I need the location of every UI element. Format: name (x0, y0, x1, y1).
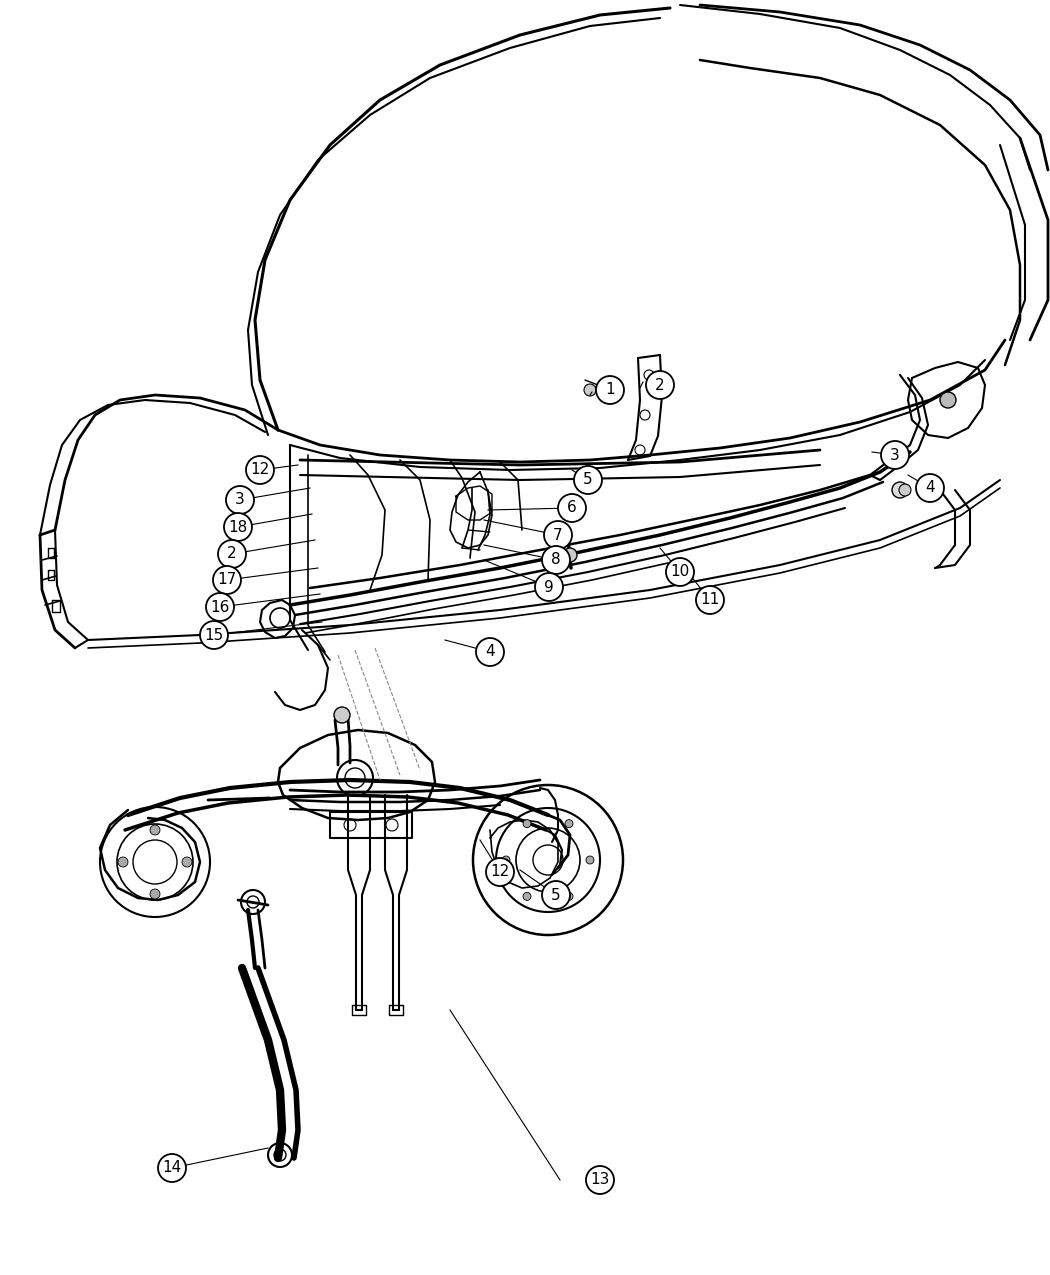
Text: 12: 12 (250, 463, 270, 478)
Circle shape (334, 708, 350, 723)
Text: 16: 16 (210, 599, 230, 615)
Text: 11: 11 (700, 593, 719, 607)
Text: 6: 6 (567, 501, 576, 515)
Text: 4: 4 (485, 644, 495, 659)
Text: 2: 2 (227, 547, 237, 561)
Text: 17: 17 (217, 572, 236, 588)
Circle shape (646, 371, 674, 399)
Circle shape (586, 856, 594, 864)
Circle shape (544, 521, 572, 550)
Circle shape (200, 621, 228, 649)
Circle shape (899, 484, 911, 496)
Circle shape (584, 384, 596, 397)
Circle shape (206, 593, 234, 621)
Circle shape (486, 858, 514, 886)
Text: 2: 2 (655, 377, 665, 393)
Text: 3: 3 (890, 448, 900, 463)
Text: 9: 9 (544, 580, 554, 594)
Circle shape (476, 638, 504, 666)
Text: 8: 8 (551, 552, 561, 567)
Text: 5: 5 (583, 473, 593, 487)
Text: 10: 10 (670, 565, 690, 580)
Circle shape (892, 482, 908, 499)
Circle shape (565, 820, 573, 827)
Text: 3: 3 (235, 492, 245, 507)
Circle shape (558, 493, 586, 521)
Circle shape (523, 892, 531, 900)
Circle shape (916, 474, 944, 502)
Circle shape (542, 881, 570, 909)
Circle shape (666, 558, 694, 587)
Circle shape (224, 513, 252, 541)
Circle shape (536, 572, 563, 601)
Circle shape (563, 548, 578, 562)
Circle shape (940, 391, 956, 408)
Text: 7: 7 (553, 528, 563, 542)
Circle shape (246, 456, 274, 484)
Circle shape (226, 486, 254, 514)
Text: 5: 5 (551, 887, 561, 903)
Text: 15: 15 (205, 627, 224, 643)
Circle shape (696, 586, 724, 615)
Text: 1: 1 (605, 382, 615, 398)
Text: 18: 18 (229, 519, 248, 534)
Circle shape (118, 857, 128, 867)
Text: 4: 4 (925, 481, 934, 496)
Circle shape (586, 1167, 614, 1193)
Circle shape (150, 825, 160, 835)
Circle shape (881, 441, 909, 469)
Circle shape (596, 376, 624, 404)
Circle shape (213, 566, 242, 594)
Circle shape (574, 465, 602, 493)
Text: 12: 12 (490, 864, 509, 880)
Circle shape (182, 857, 192, 867)
Circle shape (150, 889, 160, 899)
Circle shape (218, 541, 246, 567)
Text: 13: 13 (590, 1173, 610, 1187)
Text: 14: 14 (163, 1160, 182, 1176)
Circle shape (502, 856, 510, 864)
Circle shape (158, 1154, 186, 1182)
Circle shape (542, 546, 570, 574)
Circle shape (523, 820, 531, 827)
Circle shape (565, 892, 573, 900)
